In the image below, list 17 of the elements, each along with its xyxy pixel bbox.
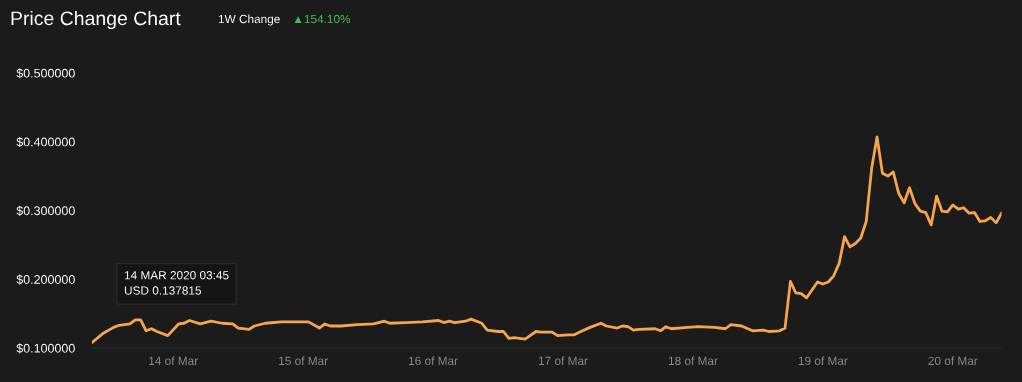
y-tick-label: $0.200000: [16, 274, 75, 285]
x-tick-label: 15 of Mar: [279, 356, 328, 366]
x-tick-label: 17 of Mar: [538, 356, 588, 366]
x-tick-label: 16 of Mar: [409, 356, 458, 366]
x-tick-label: 20 of Mar: [928, 356, 978, 366]
y-tick-label: $0.400000: [16, 137, 75, 148]
annotation: 14 MAR 2020 03:45 USD 0.137815: [124, 271, 229, 295]
x-tick-label: 19 of Mar: [798, 356, 848, 366]
x-tick-label: 18 of Mar: [668, 356, 718, 366]
y-tick-label: $0.100000: [16, 343, 75, 354]
y-tick-label: $0.500000: [16, 68, 75, 79]
y-tick-label: $0.300000: [16, 205, 75, 216]
line-series: [91, 135, 1002, 344]
chart-title: Price Change Chart: [11, 10, 181, 30]
text: 1W Change: [218, 14, 280, 26]
x-tick-label: 14 of Mar: [149, 356, 198, 366]
text: ▲154.10%: [294, 14, 351, 24]
